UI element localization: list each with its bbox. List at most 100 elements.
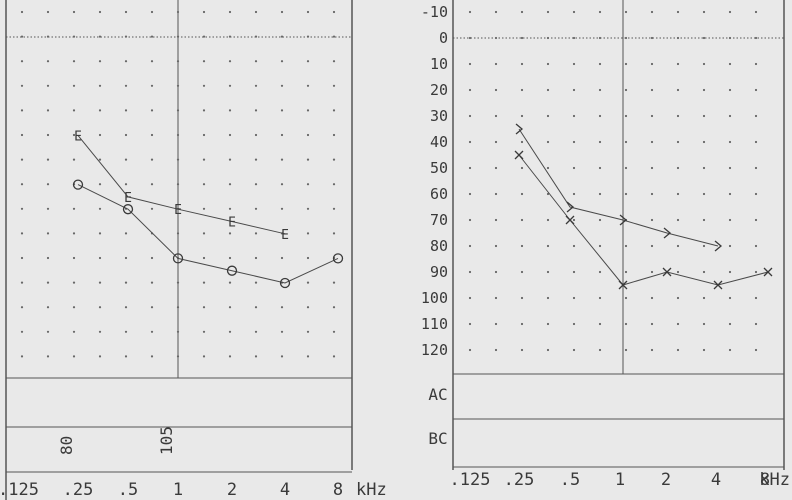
- marker-x: [713, 280, 723, 290]
- grid-dot: [98, 158, 102, 161]
- grid-dot: [176, 158, 180, 161]
- grid-dot: [754, 322, 758, 326]
- grid-dot: [598, 88, 602, 92]
- grid-dot: [520, 88, 524, 92]
- grid-dot: [494, 140, 498, 144]
- grid-dot: [98, 109, 102, 112]
- marker-e: E: [281, 228, 289, 243]
- grid-dot: [20, 10, 24, 14]
- grid-dot: [72, 60, 76, 63]
- grid-dot: [150, 355, 154, 358]
- grid-dot: [598, 62, 602, 66]
- grid-dot: [280, 355, 284, 358]
- grid-dot: [332, 330, 336, 333]
- grid-dot: [254, 109, 258, 112]
- grid-dot: [124, 256, 128, 260]
- grid-dot: [124, 10, 128, 14]
- grid-dot: [624, 140, 628, 144]
- grid-dot: [306, 306, 310, 309]
- grid-dot: [72, 158, 76, 161]
- grid-dot: [494, 114, 498, 118]
- grid-dot: [754, 192, 758, 196]
- grid-dot: [98, 256, 102, 260]
- grid-dot: [494, 10, 498, 14]
- marker-e: E: [174, 203, 182, 218]
- grid-dot: [650, 218, 654, 222]
- marker-chevron-right: [566, 201, 575, 213]
- grid-dot: [332, 207, 336, 210]
- x-tick-label: 8: [760, 470, 770, 490]
- grid-dot: [124, 183, 128, 186]
- marker-x: [565, 215, 575, 225]
- grid-dot: [228, 84, 232, 87]
- grid-dot: [202, 207, 206, 210]
- grid-dot: [98, 355, 102, 358]
- grid-dot: [254, 256, 258, 260]
- grid-dot: [468, 140, 472, 144]
- grid-dot: [650, 10, 654, 14]
- grid-dot: [124, 281, 128, 284]
- grid-dot: [202, 281, 206, 284]
- grid-dot: [202, 109, 206, 112]
- grid-dot: [72, 355, 76, 358]
- grid-dot: [468, 36, 472, 40]
- grid-dot: [46, 109, 50, 112]
- grid-dot: [124, 60, 128, 63]
- grid-dot: [254, 183, 258, 186]
- grid-dot: [572, 10, 576, 14]
- grid-dot: [150, 158, 154, 161]
- grid-dot: [676, 218, 680, 222]
- grid-dot: [598, 192, 602, 196]
- grid-dot: [332, 60, 336, 63]
- grid-dot: [202, 232, 206, 235]
- grid-dot: [20, 183, 24, 186]
- grid-dot: [228, 133, 232, 137]
- x-tick-label: .5: [118, 480, 138, 500]
- grid-dot: [176, 183, 180, 186]
- marker-circle: [122, 204, 134, 215]
- grid-dot: [702, 166, 706, 170]
- right-x-unit-label: kHz: [759, 470, 790, 490]
- grid-dot: [676, 296, 680, 300]
- grid-dot: [254, 355, 258, 358]
- grid-dot: [202, 183, 206, 186]
- grid-dot: [280, 183, 284, 186]
- grid-dot: [702, 192, 706, 196]
- grid-dot: [280, 109, 284, 112]
- grid-dot: [598, 296, 602, 300]
- grid-dot: [202, 60, 206, 63]
- grid-dot: [650, 62, 654, 66]
- grid-dot: [728, 166, 732, 170]
- grid-dot: [676, 62, 680, 66]
- grid-dot: [598, 10, 602, 14]
- grid-dot: [598, 322, 602, 326]
- grid-dot: [520, 322, 524, 326]
- grid-dot: [228, 281, 232, 284]
- grid-dot: [494, 192, 498, 196]
- grid-dot: [46, 183, 50, 186]
- grid-dot: [572, 296, 576, 300]
- grid-dot: [494, 296, 498, 300]
- grid-dot: [150, 330, 154, 333]
- grid-dot: [728, 36, 732, 40]
- grid-dot: [624, 88, 628, 92]
- grid-dot: [598, 140, 602, 144]
- grid-dot: [520, 270, 524, 274]
- grid-dot: [280, 207, 284, 210]
- grid-dot: [72, 10, 76, 14]
- grid-dot: [176, 109, 180, 112]
- grid-dot: [20, 256, 24, 260]
- grid-dot: [176, 10, 180, 14]
- marker-chevron-right: [663, 227, 672, 239]
- grid-dot: [728, 140, 732, 144]
- grid-dot: [650, 192, 654, 196]
- grid-dot: [650, 88, 654, 92]
- marker-x: [763, 267, 773, 277]
- series-line: [77, 184, 339, 284]
- grid-dot: [202, 306, 206, 309]
- grid-dot: [546, 88, 550, 92]
- grid-dot: [228, 60, 232, 63]
- grid-dot: [702, 270, 706, 274]
- grid-dot: [546, 244, 550, 248]
- grid-dot: [494, 88, 498, 92]
